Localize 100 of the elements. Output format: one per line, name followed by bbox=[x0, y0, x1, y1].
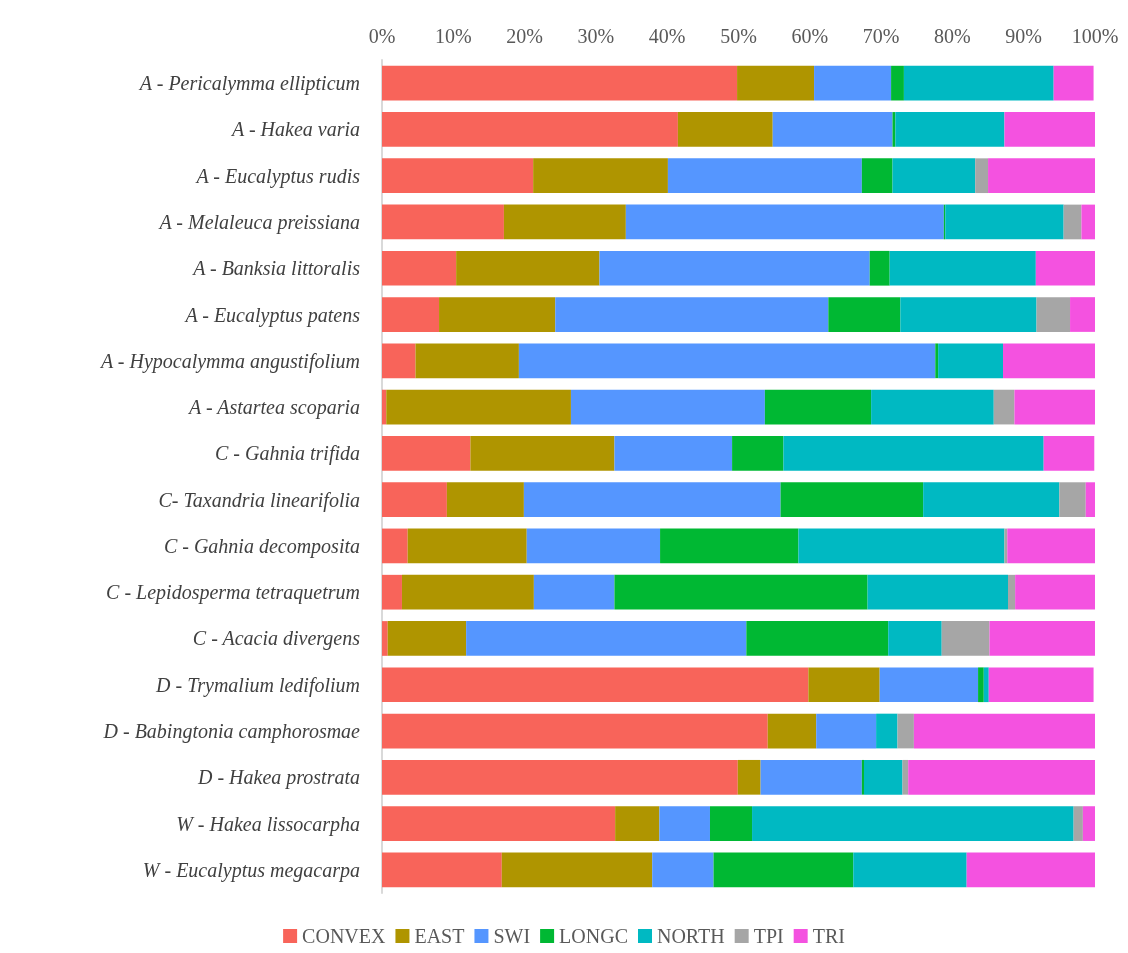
bar bbox=[975, 158, 989, 194]
bar bbox=[659, 806, 710, 841]
y-tick-label: A - Melaleuca preissiana bbox=[157, 210, 360, 234]
bar bbox=[382, 713, 768, 749]
bar bbox=[897, 713, 914, 749]
y-tick-label: A - Hakea varia bbox=[230, 118, 360, 141]
bar bbox=[978, 667, 984, 703]
legend-label: LONGC bbox=[559, 925, 628, 947]
bar bbox=[869, 250, 890, 286]
bar bbox=[923, 482, 1060, 517]
bar bbox=[871, 389, 994, 425]
bar bbox=[902, 759, 909, 795]
bar bbox=[599, 250, 870, 286]
legend-label: EAST bbox=[414, 925, 465, 947]
bar bbox=[1035, 250, 1095, 286]
y-tick-label: D - Babingtonia camphorosmae bbox=[102, 720, 361, 744]
y-tick-label: C- Taxandria linearifolia bbox=[158, 488, 360, 512]
bar bbox=[828, 297, 901, 332]
bar bbox=[1085, 482, 1095, 517]
bar bbox=[767, 713, 817, 749]
bar bbox=[533, 574, 615, 610]
x-tick-label: 100% bbox=[1071, 25, 1119, 47]
x-tick-label: 30% bbox=[577, 25, 615, 47]
bar bbox=[891, 65, 904, 101]
y-tick-label: A - Eucalyptus patens bbox=[183, 303, 361, 327]
bar bbox=[867, 574, 1009, 610]
bar bbox=[935, 343, 939, 379]
bar bbox=[772, 112, 893, 147]
bar bbox=[1070, 297, 1095, 332]
bar bbox=[526, 528, 661, 564]
bar bbox=[382, 436, 471, 471]
bar bbox=[993, 389, 1015, 425]
legend-label: SWI bbox=[493, 925, 531, 947]
bar bbox=[382, 297, 440, 332]
bar bbox=[941, 621, 990, 656]
bar bbox=[988, 667, 1094, 703]
bar bbox=[466, 621, 747, 656]
bar bbox=[746, 621, 889, 656]
bar bbox=[667, 158, 862, 194]
bar bbox=[908, 759, 1095, 795]
bar bbox=[1008, 574, 1016, 610]
bar bbox=[983, 667, 989, 703]
bar bbox=[614, 574, 868, 610]
bar bbox=[938, 343, 1004, 379]
bar bbox=[1043, 436, 1095, 471]
x-tick-label: 90% bbox=[1005, 25, 1043, 47]
bar bbox=[879, 667, 979, 703]
bar bbox=[737, 65, 815, 101]
y-tick-label: C - Acacia divergens bbox=[192, 627, 361, 651]
bar bbox=[446, 482, 524, 517]
bar bbox=[503, 204, 626, 240]
bar bbox=[764, 389, 872, 425]
bar bbox=[382, 112, 678, 147]
bar bbox=[615, 806, 660, 841]
bar bbox=[1082, 806, 1095, 841]
x-tick-label: 10% bbox=[434, 25, 472, 47]
bar bbox=[966, 852, 1095, 888]
y-tick-label: W - Eucalyptus megacarpa bbox=[142, 858, 360, 882]
bar bbox=[382, 528, 408, 564]
y-tick-label: W - Hakea lissocarpha bbox=[176, 812, 360, 836]
bar bbox=[386, 389, 571, 425]
bar bbox=[861, 759, 864, 795]
bar bbox=[382, 343, 416, 379]
bar bbox=[1053, 65, 1094, 101]
bar bbox=[853, 852, 967, 888]
x-tick-label: 0% bbox=[368, 25, 396, 47]
bar bbox=[1015, 574, 1095, 610]
bar bbox=[382, 158, 534, 194]
x-tick-label: 80% bbox=[934, 25, 971, 47]
bar bbox=[732, 436, 784, 471]
bar bbox=[382, 250, 457, 286]
bar bbox=[382, 204, 504, 240]
y-tick-label: C - Lepidosperma tetraquetrum bbox=[106, 581, 360, 605]
legend-label: NORTH bbox=[656, 925, 725, 947]
bar bbox=[382, 667, 809, 703]
bar bbox=[709, 806, 753, 841]
bar bbox=[1059, 482, 1086, 517]
bar bbox=[614, 436, 733, 471]
y-tick-label: A - Pericalymma ellipticum bbox=[137, 72, 360, 96]
bar bbox=[808, 667, 880, 703]
bar bbox=[555, 297, 829, 332]
bar bbox=[382, 482, 447, 517]
bar bbox=[913, 713, 1095, 749]
bar bbox=[1004, 112, 1095, 147]
bar bbox=[1014, 389, 1095, 425]
y-tick-label: D - Hakea prostrata bbox=[196, 766, 360, 790]
x-tick-label: 20% bbox=[506, 25, 543, 47]
bar bbox=[737, 759, 761, 795]
bar bbox=[523, 482, 781, 517]
bar bbox=[382, 389, 387, 425]
y-tick-label: A - Astartea scoparia bbox=[187, 396, 360, 420]
bar bbox=[752, 806, 1074, 841]
y-tick-label: A - Banksia littoralis bbox=[191, 257, 361, 280]
bar bbox=[889, 250, 1036, 286]
bar bbox=[814, 65, 892, 101]
bar bbox=[1003, 343, 1095, 379]
x-tick-label: 60% bbox=[791, 25, 829, 47]
bar bbox=[760, 759, 862, 795]
bar bbox=[783, 436, 1044, 471]
bar bbox=[470, 436, 615, 471]
